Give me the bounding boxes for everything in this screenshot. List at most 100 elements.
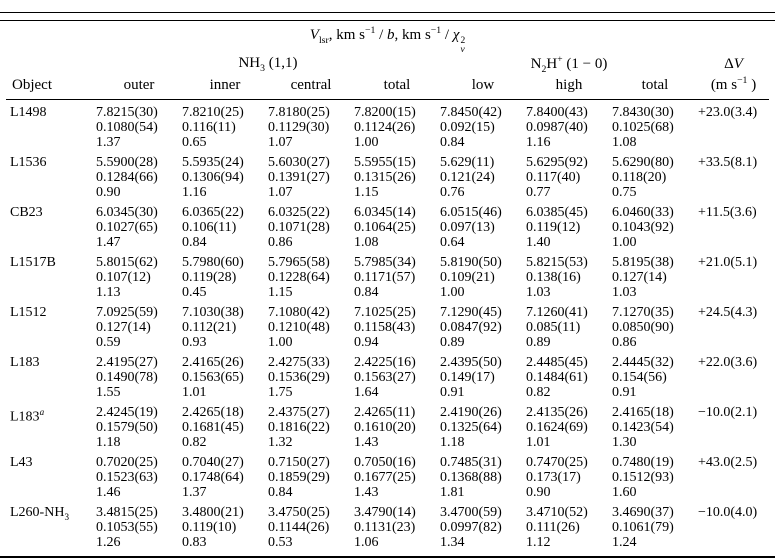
b-value: 0.1071(28) [268, 220, 330, 236]
vlsr-value: 3.4750(25) [268, 505, 330, 521]
b-value: 0.112(21) [182, 320, 237, 336]
table-row: L1536 5.5900(28) 0.1284(66) 0.90 5.5935(24) 0… [6, 153, 769, 203]
vlsr-value: 5.8195(38) [612, 255, 674, 271]
title-sup1: −1 [364, 25, 376, 36]
object-label: CB23 [10, 205, 43, 221]
measurement-cell: 6.0345(14) 0.1064(25) 1.08 [354, 203, 440, 253]
chi2-value: 1.18 [440, 435, 465, 451]
b-value: 0.106(11) [182, 220, 237, 236]
chi2-value: 0.84 [354, 285, 379, 301]
measurement-cell: 5.7965(58) 0.1228(64) 1.15 [268, 253, 354, 303]
vlsr-value: 2.4245(19) [96, 405, 158, 421]
nh3-sub: 3 [260, 63, 266, 75]
n2h-transition: (1 − 0) [562, 56, 608, 73]
measurement-cell: 2.4195(27) 0.1490(78) 1.55 [96, 353, 182, 403]
delta-v-value: +24.5(4.3) [698, 305, 758, 321]
chi2-value: 1.07 [268, 185, 293, 201]
b-value: 0.1490(78) [96, 370, 158, 386]
vlsr-value: 0.7480(19) [612, 455, 674, 471]
measurement-cell: 7.8215(30) 0.1080(54) 1.37 [96, 100, 182, 154]
table-row: L1512 7.0925(59) 0.127(14) 0.59 7.1030(38) 0.… [6, 303, 769, 353]
group-delta-v: ΔV [698, 54, 769, 75]
chi2-value: 0.59 [96, 335, 121, 351]
chi2-value: 0.89 [526, 335, 551, 351]
object-name: L183a [6, 403, 96, 453]
measurement-cell: 7.8450(42) 0.092(15) 0.84 [440, 100, 526, 154]
b-value: 0.0850(90) [612, 320, 674, 336]
measurement-cell: 6.0385(45) 0.119(12) 1.40 [526, 203, 612, 253]
b-value: 0.111(26) [526, 520, 580, 536]
chi2-value: 1.00 [440, 285, 465, 301]
measurement-cell: 7.8180(25) 0.1129(30) 1.07 [268, 100, 354, 154]
measurement-cell: 7.8400(43) 0.0987(40) 1.16 [526, 100, 612, 154]
n2h-sub: 2 [541, 64, 547, 76]
object-label: L1517B [10, 255, 56, 271]
b-value: 0.1306(94) [182, 170, 244, 186]
vlsr-value: 6.0345(14) [354, 205, 416, 221]
b-value: 0.1124(26) [354, 120, 416, 136]
chi2-value: 0.76 [440, 185, 465, 201]
chi2-value: 0.84 [182, 235, 207, 251]
object-name: L260-NH3 [6, 503, 96, 553]
b-value: 0.092(15) [440, 120, 495, 136]
vlsr-value: 7.8210(25) [182, 105, 244, 121]
chi2-value: 1.18 [96, 435, 121, 451]
b-value: 0.1677(25) [354, 470, 416, 486]
vlsr-value: 5.5955(15) [354, 155, 416, 171]
b-value: 0.1228(64) [268, 270, 330, 286]
b-value: 0.127(14) [96, 320, 151, 336]
b-value: 0.1859(29) [268, 470, 330, 486]
vlsr-value: 6.0345(30) [96, 205, 158, 221]
vlsr-value: 2.4225(16) [354, 355, 416, 371]
chi2-value: 1.00 [354, 135, 379, 151]
group-n2h: N2H+ (1 − 0) [440, 54, 698, 75]
column-header-row: Object outer inner central total low hig… [6, 75, 770, 101]
measurement-cell: 3.4750(25) 0.1144(26) 0.53 [268, 503, 354, 553]
measurement-cell: 2.4265(11) 0.1610(20) 1.43 [354, 403, 440, 453]
vlsr-value: 6.0460(33) [612, 205, 674, 221]
table-row: L1517B 5.8015(62) 0.107(12) 1.13 5.7980(60) 0… [6, 253, 769, 303]
measurement-cell: 2.4225(16) 0.1563(27) 1.64 [354, 353, 440, 403]
b-value: 0.149(17) [440, 370, 495, 386]
vlsr-value: 2.4195(27) [96, 355, 158, 371]
table-body: L1498 7.8215(30) 0.1080(54) 1.37 7.8210(25) 0… [6, 100, 769, 554]
vlsr-value: 7.8430(30) [612, 105, 674, 121]
vlsr-value: 6.0325(22) [268, 205, 330, 221]
measurement-cell: 2.4245(19) 0.1579(50) 1.18 [96, 403, 182, 453]
chi2-value: 1.08 [354, 235, 379, 251]
b-value: 0.1563(65) [182, 370, 244, 386]
vlsr-value: 5.6290(80) [612, 155, 674, 171]
chi2-value: 1.30 [612, 435, 637, 451]
table-row: L43 0.7020(25) 0.1523(63) 1.46 0.7040(27) 0.1… [6, 453, 769, 503]
object-superscript: a [39, 407, 45, 418]
vlsr-value: 5.5935(24) [182, 155, 244, 171]
colhead-low: low [440, 75, 526, 101]
b-value: 0.1681(45) [182, 420, 244, 436]
nh3-label: NH [238, 55, 261, 72]
vlsr-value: 3.4815(25) [96, 505, 158, 521]
measurement-cell: 6.0515(46) 0.097(13) 0.64 [440, 203, 526, 253]
title-slash2: / [441, 27, 453, 43]
measurement-cell: 7.1025(25) 0.1158(43) 0.94 [354, 303, 440, 353]
chi2-value: 1.47 [96, 235, 121, 251]
table-row: L260-NH3 3.4815(25) 0.1053(55) 1.26 3.4800(2… [6, 503, 769, 553]
title-v: V [309, 27, 319, 43]
vlsr-value: 5.8215(53) [526, 255, 588, 271]
measurement-cell: 5.7985(34) 0.1171(57) 0.84 [354, 253, 440, 303]
vlsr-value: 6.0385(45) [526, 205, 588, 221]
b-value: 0.1816(22) [268, 420, 330, 436]
chi2-value: 0.82 [182, 435, 207, 451]
delta-v-value: +11.5(3.6) [698, 205, 757, 221]
chi2-value: 1.06 [354, 535, 379, 551]
measurement-cell: 5.8215(53) 0.138(16) 1.03 [526, 253, 612, 303]
vlsr-value: 3.4710(52) [526, 505, 588, 521]
measurement-cell: 3.4710(52) 0.111(26) 1.12 [526, 503, 612, 553]
object-label: L260-NH [10, 505, 65, 521]
vlsr-value: 7.1290(45) [440, 305, 502, 321]
chi2-value: 1.43 [354, 435, 379, 451]
